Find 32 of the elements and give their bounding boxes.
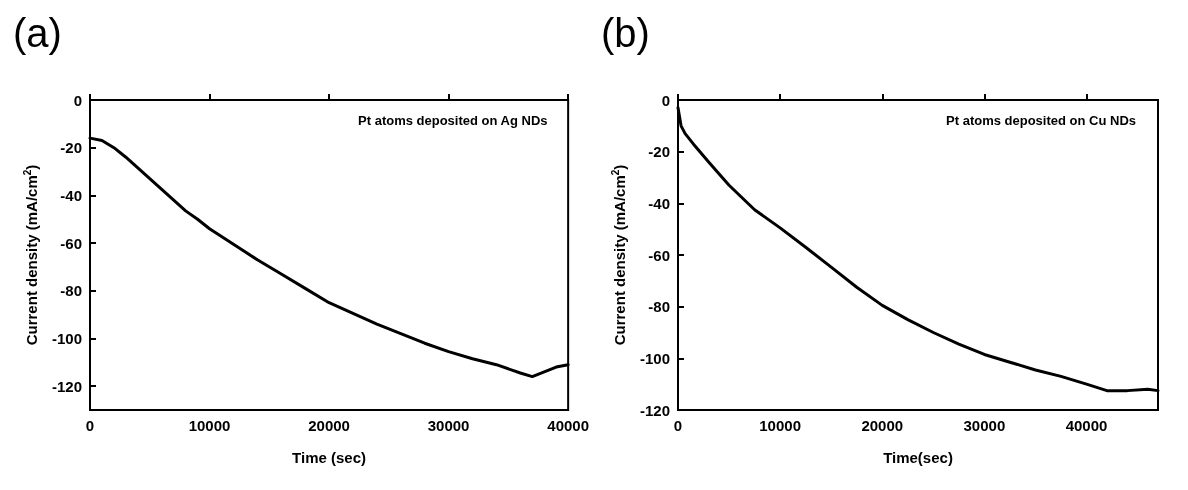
y-tick-label: -20: [60, 139, 82, 157]
y-tick-label: -80: [60, 282, 82, 300]
chart-title: (b): [601, 11, 650, 55]
annotation: Pt atoms deposited on Cu NDs: [946, 113, 1137, 128]
x-tick-label: 40000: [1065, 417, 1108, 434]
y-tick-label: -80: [648, 298, 670, 316]
x-tick-label: 30000: [963, 417, 1006, 434]
y-tick-label: -120: [51, 377, 82, 395]
x-tick-label: 0: [673, 417, 683, 434]
x-axis-title: Time (sec): [292, 449, 367, 466]
y-tick-label: 0: [661, 91, 670, 109]
y-axis-title: Current density (mA/cm2): [609, 164, 628, 346]
y-tick-label: -100: [51, 329, 82, 347]
x-tick-label: 40000: [547, 417, 589, 434]
x-axis-title: Time(sec): [883, 449, 953, 466]
y-tick-label: -40: [648, 194, 670, 212]
x-tick-label: 30000: [427, 417, 470, 434]
x-tick-label: 0: [85, 417, 95, 434]
y-tick-label: -60: [60, 234, 82, 252]
x-tick-label: 10000: [759, 417, 801, 434]
y-tick-label: -20: [648, 143, 670, 161]
x-tick-label: 10000: [188, 417, 231, 434]
y-tick-label: -40: [60, 186, 82, 204]
y-tick-label: -120: [639, 401, 670, 419]
annotation: Pt atoms deposited on Ag NDs: [358, 113, 548, 128]
chart-title: (a): [13, 11, 62, 55]
y-tick-label: -100: [639, 349, 670, 367]
x-tick-label: 20000: [308, 417, 350, 434]
x-tick-label: 20000: [861, 417, 904, 434]
y-axis-title: Current density (mA/cm2): [21, 164, 40, 346]
y-tick-label: 0: [73, 91, 82, 109]
y-tick-label: -60: [648, 246, 670, 264]
